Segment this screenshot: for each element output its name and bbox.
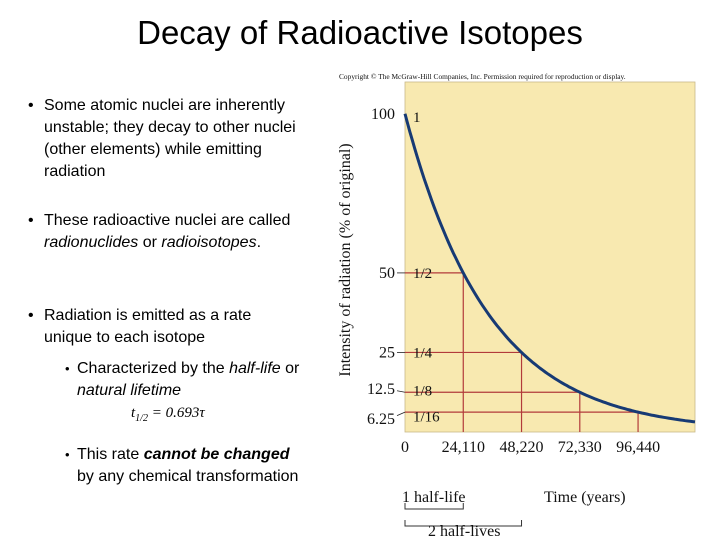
slide-title: Decay of Radioactive Isotopes <box>137 14 583 51</box>
sub-bullet-dot: • <box>65 361 70 376</box>
y-tick-label: 100 <box>371 106 395 123</box>
copyright-notice: Copyright © The McGraw-Hill Companies, I… <box>339 72 626 81</box>
y-axis-label: Intensity of radiation (% of original) <box>337 143 354 376</box>
decay-curve <box>403 113 696 424</box>
y-tick-label: 12.5 <box>367 381 395 398</box>
sub-bullet-2-pre: This rate <box>77 446 144 463</box>
y-tick-label: 6.25 <box>367 411 395 428</box>
bullet-2-post: . <box>256 234 262 251</box>
fraction-labels: 1 1/2 1/4 1/8 1/16 <box>413 110 440 425</box>
sub-bullet-2-post: by any chemical transformation <box>77 468 299 485</box>
bullet-2-mid: or <box>138 234 162 251</box>
bullet-3: • Radiation is emitted as a rate unique … <box>28 305 294 349</box>
sub-bullet-1-em-half-life: half-life <box>229 360 281 377</box>
bullet-3-text: Radiation is emitted as a rate unique to… <box>44 307 252 346</box>
fraction-label: 1/16 <box>413 409 440 425</box>
plot-background <box>404 81 696 433</box>
tick-leader <box>396 411 406 416</box>
half-life-formula: t1/2 = 0.693τ <box>131 405 205 424</box>
bullet-1: • Some atomic nuclei are inherently unst… <box>28 95 309 183</box>
bullet-2-em-radioisotopes: radioisotopes <box>161 234 257 251</box>
x-axis-label: Time (years) <box>544 489 626 506</box>
bullet-1-text: Some atomic nuclei are inherently unstab… <box>44 97 296 180</box>
bracket-two-half-lives <box>404 520 523 527</box>
sub-bullet-2: • This rate cannot be changed by any che… <box>65 444 307 488</box>
x-tick-label: 0 <box>401 439 409 456</box>
x-tick-labels: 0 24,110 48,220 72,330 96,440 <box>401 439 660 456</box>
decay-chart: Copyright © The McGraw-Hill Companies, I… <box>337 72 696 540</box>
sub-bullet-2-strong: cannot be changed <box>143 446 290 463</box>
half-life-brackets <box>404 503 523 527</box>
bracket-one-half-life <box>404 503 464 510</box>
formula-rhs: = 0.693τ <box>147 405 205 421</box>
sub-bullet-1: • Characterized by the half-life or natu… <box>65 358 317 402</box>
formula-lhs: t <box>131 405 136 421</box>
sub-bullet-dot: • <box>65 447 70 462</box>
x-tick-label: 72,330 <box>558 439 602 456</box>
sub-bullet-1-em-natural-lifetime: natural lifetime <box>77 382 182 399</box>
half-life-guides <box>396 272 639 432</box>
bracket-label-2-half-lives: 2 half-lives <box>428 523 500 540</box>
fraction-label: 1/2 <box>413 266 432 282</box>
y-tick-labels: 100 50 25 12.5 6.25 <box>367 106 395 428</box>
sub-bullet-1-pre: Characterized by the <box>77 360 230 377</box>
bullet-dot: • <box>28 97 34 114</box>
y-tick-label: 50 <box>379 265 395 282</box>
x-tick-label: 48,220 <box>500 439 544 456</box>
x-tick-label: 96,440 <box>616 439 660 456</box>
bullet-2: • These radioactive nuclei are called ra… <box>28 210 294 254</box>
x-tick-label: 24,110 <box>442 439 485 456</box>
tick-leader <box>396 390 406 393</box>
fraction-label: 1/4 <box>413 345 433 361</box>
formula-subscript: 1/2 <box>135 413 148 424</box>
bullet-dot: • <box>28 212 34 229</box>
bullet-2-pre: These radioactive nuclei are called <box>44 212 291 229</box>
bullet-dot: • <box>28 307 34 324</box>
fraction-label: 1/8 <box>413 383 432 399</box>
bracket-label-1-half-life: 1 half-life <box>402 489 466 506</box>
fraction-label: 1 <box>413 110 421 126</box>
y-tick-label: 25 <box>379 344 395 361</box>
sub-bullet-1-mid: or <box>280 360 300 377</box>
bullet-2-em-radionuclides: radionuclides <box>44 234 139 251</box>
